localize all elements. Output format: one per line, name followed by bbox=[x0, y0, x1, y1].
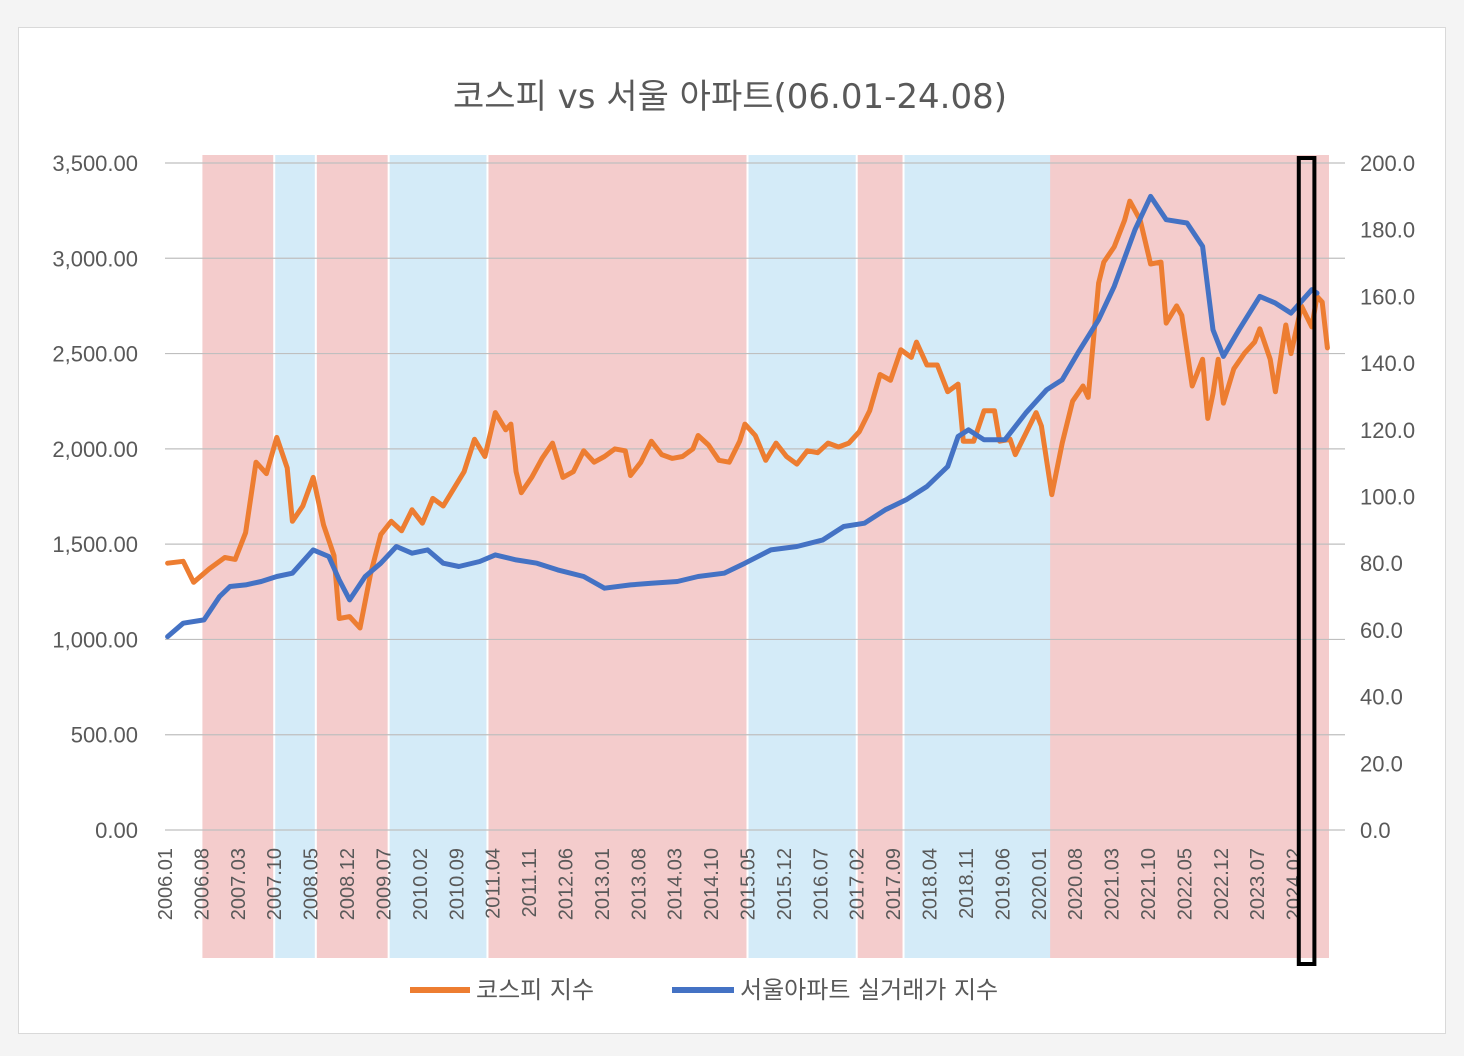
x-tick-label: 2014.10 bbox=[701, 848, 723, 920]
x-tick-label: 2009.07 bbox=[373, 848, 395, 920]
x-tick-label: 2015.05 bbox=[738, 848, 760, 920]
shaded-period-7 bbox=[857, 155, 903, 958]
x-tick-label: 2011.11 bbox=[519, 848, 541, 917]
right-tick-label: 100.0 bbox=[1360, 485, 1415, 510]
x-tick-label: 2021.10 bbox=[1138, 848, 1160, 920]
highlight-box bbox=[1296, 156, 1317, 966]
shaded-period-5 bbox=[488, 155, 747, 958]
right-tick-label: 140.0 bbox=[1360, 351, 1415, 376]
x-tick-label: 2019.06 bbox=[992, 848, 1014, 920]
left-tick-label: 3,500.00 bbox=[52, 151, 138, 176]
x-tick-label: 2017.09 bbox=[883, 848, 905, 920]
x-tick-label: 2008.05 bbox=[301, 848, 323, 920]
left-tick-label: 0.00 bbox=[95, 818, 138, 843]
x-tick-label: 2014.03 bbox=[665, 848, 687, 920]
series-lines bbox=[165, 193, 1330, 640]
shaded-period-8 bbox=[904, 155, 1054, 958]
x-tick-label: 2011.04 bbox=[483, 848, 505, 919]
legend-label-seoul-apt: 서울아파트 실거래가 지수 bbox=[740, 976, 998, 1004]
shaded-periods bbox=[202, 155, 1329, 958]
right-tick-label: 40.0 bbox=[1360, 685, 1403, 710]
kospi-line bbox=[165, 198, 1330, 631]
left-tick-label: 3,000.00 bbox=[52, 246, 138, 271]
x-tick-label: 2015.12 bbox=[774, 848, 796, 920]
x-tick-label: 2021.03 bbox=[1102, 848, 1124, 920]
legend-label-kospi: 코스피 지수 bbox=[476, 976, 594, 1004]
right-tick-label: 0.0 bbox=[1360, 818, 1391, 843]
x-tick-label: 2022.05 bbox=[1174, 848, 1196, 920]
right-tick-label: 180.0 bbox=[1360, 218, 1415, 243]
x-tick-label: 2013.01 bbox=[592, 848, 614, 920]
legend: 코스피 지수 서울아파트 실거래가 지수 bbox=[410, 976, 998, 1004]
x-tick-label: 2023.07 bbox=[1247, 848, 1269, 920]
x-tick-label: 2010.02 bbox=[410, 848, 432, 920]
shaded-period-6 bbox=[748, 155, 856, 958]
x-tick-label: 2018.04 bbox=[920, 848, 942, 920]
right-tick-label: 120.0 bbox=[1360, 418, 1415, 443]
x-tick-label: 2018.11 bbox=[956, 848, 978, 919]
right-tick-label: 160.0 bbox=[1360, 284, 1415, 309]
right-tick-label: 80.0 bbox=[1360, 551, 1403, 576]
chart-title: 코스피 vs 서울 아파트(06.01-24.08) bbox=[453, 77, 1007, 117]
left-tick-label: 500.00 bbox=[71, 723, 138, 748]
left-tick-label: 2,000.00 bbox=[52, 437, 138, 462]
x-tick-label: 2020.01 bbox=[1029, 848, 1051, 920]
right-tick-label: 60.0 bbox=[1360, 618, 1403, 643]
left-tick-label: 1,000.00 bbox=[52, 627, 138, 652]
left-tick-label: 1,500.00 bbox=[52, 532, 138, 557]
x-tick-label: 2007.10 bbox=[264, 848, 286, 920]
x-tick-label: 2006.01 bbox=[155, 848, 177, 920]
x-tick-label: 2016.07 bbox=[810, 848, 832, 920]
gridlines bbox=[165, 162, 1345, 831]
highlight-rect bbox=[1296, 156, 1317, 966]
x-tick-label: 2007.03 bbox=[228, 848, 250, 920]
shaded-period-9 bbox=[1050, 155, 1329, 958]
x-tick-label: 2022.12 bbox=[1211, 848, 1233, 920]
x-axis-ticks: 2006.01 2006.08 2007.03 2007.10 2008.05 2008.… bbox=[155, 848, 1306, 920]
right-tick-label: 20.0 bbox=[1360, 751, 1403, 776]
left-tick-label: 2,500.00 bbox=[52, 342, 138, 367]
left-axis-ticks: 0.00 500.00 1,000.00 1,500.00 2,000.00 2,500.… bbox=[52, 151, 138, 843]
x-tick-label: 2017.02 bbox=[847, 848, 869, 920]
seoul-apt-line bbox=[165, 193, 1320, 640]
x-tick-label: 2008.12 bbox=[337, 848, 359, 920]
x-tick-label: 2006.08 bbox=[191, 848, 213, 920]
x-tick-label: 2020.08 bbox=[1065, 848, 1087, 920]
right-tick-label: 200.0 bbox=[1360, 151, 1415, 176]
x-tick-label: 2013.08 bbox=[628, 848, 650, 920]
x-tick-label: 2010.09 bbox=[446, 848, 468, 920]
right-axis-ticks: 0.0 20.0 40.0 60.0 80.0 100.0 120.0 140.0 160.0 1… bbox=[1360, 151, 1415, 843]
x-tick-label: 2012.06 bbox=[555, 848, 577, 920]
x-tick-label: 2024.02 bbox=[1284, 848, 1306, 920]
